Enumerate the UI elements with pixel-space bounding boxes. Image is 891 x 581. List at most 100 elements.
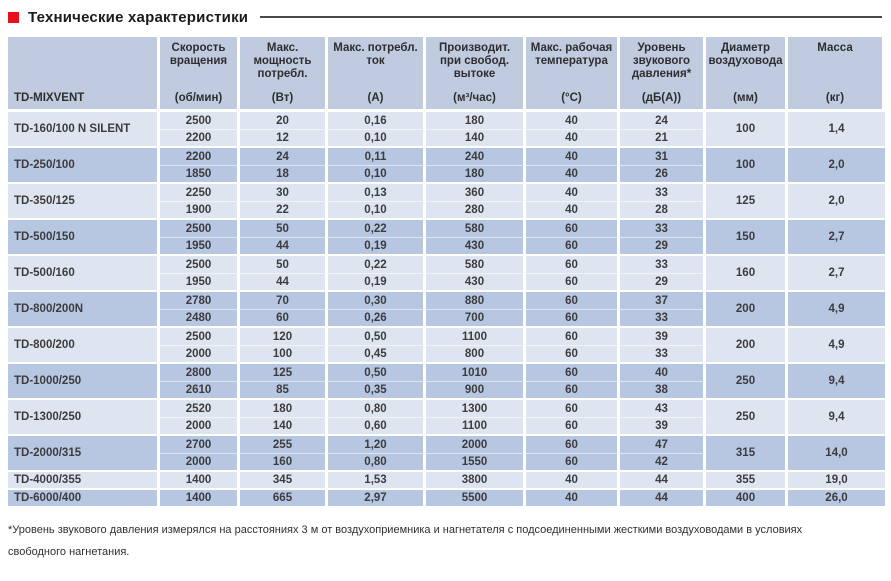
model-cell: TD-350/125 xyxy=(8,184,160,220)
value-cell: 47 xyxy=(620,436,706,454)
value-cell: 0,22 xyxy=(328,256,426,274)
value-cell: 0,10 xyxy=(328,130,426,148)
table-row: TD-250/100 2200 24 0,11 240 40 31 100 2,0 xyxy=(8,148,885,184)
model-cell: TD-160/100 N SILENT xyxy=(8,112,160,148)
value-cell: 33 xyxy=(620,346,706,364)
value-cell: 2780 xyxy=(160,292,240,310)
table-row: TD-800/200 2500 120 0,50 1100 60 39 200 4,9 xyxy=(8,328,885,364)
model-cell: TD-2000/315 xyxy=(8,436,160,472)
diameter-cell: 355 xyxy=(706,472,788,490)
value-cell: 700 xyxy=(426,310,526,328)
table-row: TD-500/150 2500 50 0,22 580 60 33 150 2,7 xyxy=(8,220,885,256)
header-label: Уровень звукового давления* xyxy=(631,42,692,80)
value-cell: 20 xyxy=(240,112,328,130)
mass-cell: 1,4 xyxy=(788,112,885,148)
diameter-cell: 250 xyxy=(706,364,788,400)
table-row: 2000 140 0,60 1100 60 39 xyxy=(8,418,885,436)
mass-cell: 2,0 xyxy=(788,148,885,184)
header-unit: (м³/час) xyxy=(453,92,496,104)
mass-cell: 2,7 xyxy=(788,220,885,256)
value-cell: 60 xyxy=(526,328,620,346)
model-cell: TD-500/160 xyxy=(8,256,160,292)
model-cell: TD-500/150 xyxy=(8,220,160,256)
value-cell: 85 xyxy=(240,382,328,400)
value-cell: 1950 xyxy=(160,238,240,256)
value-cell: 0,50 xyxy=(328,364,426,382)
section-rule xyxy=(260,16,882,18)
table-row: TD-6000/400 1400 665 2,97 5500 40 44 400 26,0 xyxy=(8,490,885,508)
value-cell: 180 xyxy=(426,112,526,130)
value-cell: 21 xyxy=(620,130,706,148)
value-cell: 50 xyxy=(240,220,328,238)
header-cell-model: TD-MIXVENT xyxy=(8,37,160,112)
mass-cell: 26,0 xyxy=(788,490,885,508)
value-cell: 2000 xyxy=(426,436,526,454)
value-cell: 60 xyxy=(526,274,620,292)
value-cell: 60 xyxy=(526,418,620,436)
table-row: TD-1000/250 2800 125 0,50 1010 60 40 250 9,4 xyxy=(8,364,885,400)
table-row: TD-160/100 N SILENT 2500 20 0,16 180 40 24 100 1… xyxy=(8,112,885,148)
model-cell: TD-1000/250 xyxy=(8,364,160,400)
value-cell: 0,13 xyxy=(328,184,426,202)
value-cell: 140 xyxy=(426,130,526,148)
model-cell: TD-800/200 xyxy=(8,328,160,364)
table-row: 2610 85 0,35 900 60 38 xyxy=(8,382,885,400)
model-cell: TD-6000/400 xyxy=(8,490,160,508)
footnote-line-1: *Уровень звукового давления измерялся на… xyxy=(8,524,803,536)
value-cell: 18 xyxy=(240,166,328,184)
value-cell: 120 xyxy=(240,328,328,346)
value-cell: 2700 xyxy=(160,436,240,454)
value-cell: 2500 xyxy=(160,112,240,130)
spec-table: TD-MIXVENT Скорость вращения (об/мин) Макс.… xyxy=(8,37,885,508)
value-cell: 33 xyxy=(620,256,706,274)
value-cell: 70 xyxy=(240,292,328,310)
value-cell: 0,80 xyxy=(328,400,426,418)
header-label: Масса xyxy=(817,42,853,54)
spec-table-head: TD-MIXVENT Скорость вращения (об/мин) Макс.… xyxy=(8,37,885,112)
value-cell: 160 xyxy=(240,454,328,472)
section-bullet-icon xyxy=(8,11,19,23)
value-cell: 2500 xyxy=(160,256,240,274)
table-row: TD-2000/315 2700 255 1,20 2000 60 47 315 14,0 xyxy=(8,436,885,472)
footnote: *Уровень звукового давления измерялся на… xyxy=(8,519,884,563)
value-cell: 0,26 xyxy=(328,310,426,328)
value-cell: 60 xyxy=(526,454,620,472)
value-cell: 125 xyxy=(240,364,328,382)
value-cell: 1100 xyxy=(426,418,526,436)
header-label: Производит. при свобод. вытоке xyxy=(438,42,511,80)
header-unit: (Вт) xyxy=(271,92,294,104)
table-row: 2480 60 0,26 700 60 33 xyxy=(8,310,885,328)
value-cell: 2000 xyxy=(160,454,240,472)
table-row: 2000 160 0,80 1550 60 42 xyxy=(8,454,885,472)
diameter-cell: 200 xyxy=(706,328,788,364)
value-cell: 2500 xyxy=(160,328,240,346)
value-cell: 40 xyxy=(620,364,706,382)
value-cell: 800 xyxy=(426,346,526,364)
value-cell: 39 xyxy=(620,418,706,436)
value-cell: 40 xyxy=(526,472,620,490)
value-cell: 40 xyxy=(526,166,620,184)
table-row: 1850 18 0,10 180 40 26 xyxy=(8,166,885,184)
mass-cell: 4,9 xyxy=(788,292,885,328)
value-cell: 60 xyxy=(526,346,620,364)
value-cell: 39 xyxy=(620,328,706,346)
value-cell: 40 xyxy=(526,202,620,220)
value-cell: 44 xyxy=(240,238,328,256)
diameter-cell: 100 xyxy=(706,148,788,184)
value-cell: 430 xyxy=(426,274,526,292)
value-cell: 60 xyxy=(526,364,620,382)
value-cell: 60 xyxy=(526,220,620,238)
header-cell-5: Уровень звукового давления* (дБ(А)) xyxy=(620,37,706,112)
table-row: TD-800/200N 2780 70 0,30 880 60 37 200 4,9 xyxy=(8,292,885,328)
value-cell: 0,60 xyxy=(328,418,426,436)
value-cell: 44 xyxy=(240,274,328,292)
footnote-line-2: свободного нагнетания. xyxy=(8,546,130,558)
value-cell: 0,22 xyxy=(328,220,426,238)
value-cell: 60 xyxy=(526,310,620,328)
header-cell-0: Скорость вращения (об/мин) xyxy=(160,37,240,112)
value-cell: 3800 xyxy=(426,472,526,490)
value-cell: 5500 xyxy=(426,490,526,508)
value-cell: 2610 xyxy=(160,382,240,400)
value-cell: 900 xyxy=(426,382,526,400)
header-unit: (°C) xyxy=(561,92,582,104)
